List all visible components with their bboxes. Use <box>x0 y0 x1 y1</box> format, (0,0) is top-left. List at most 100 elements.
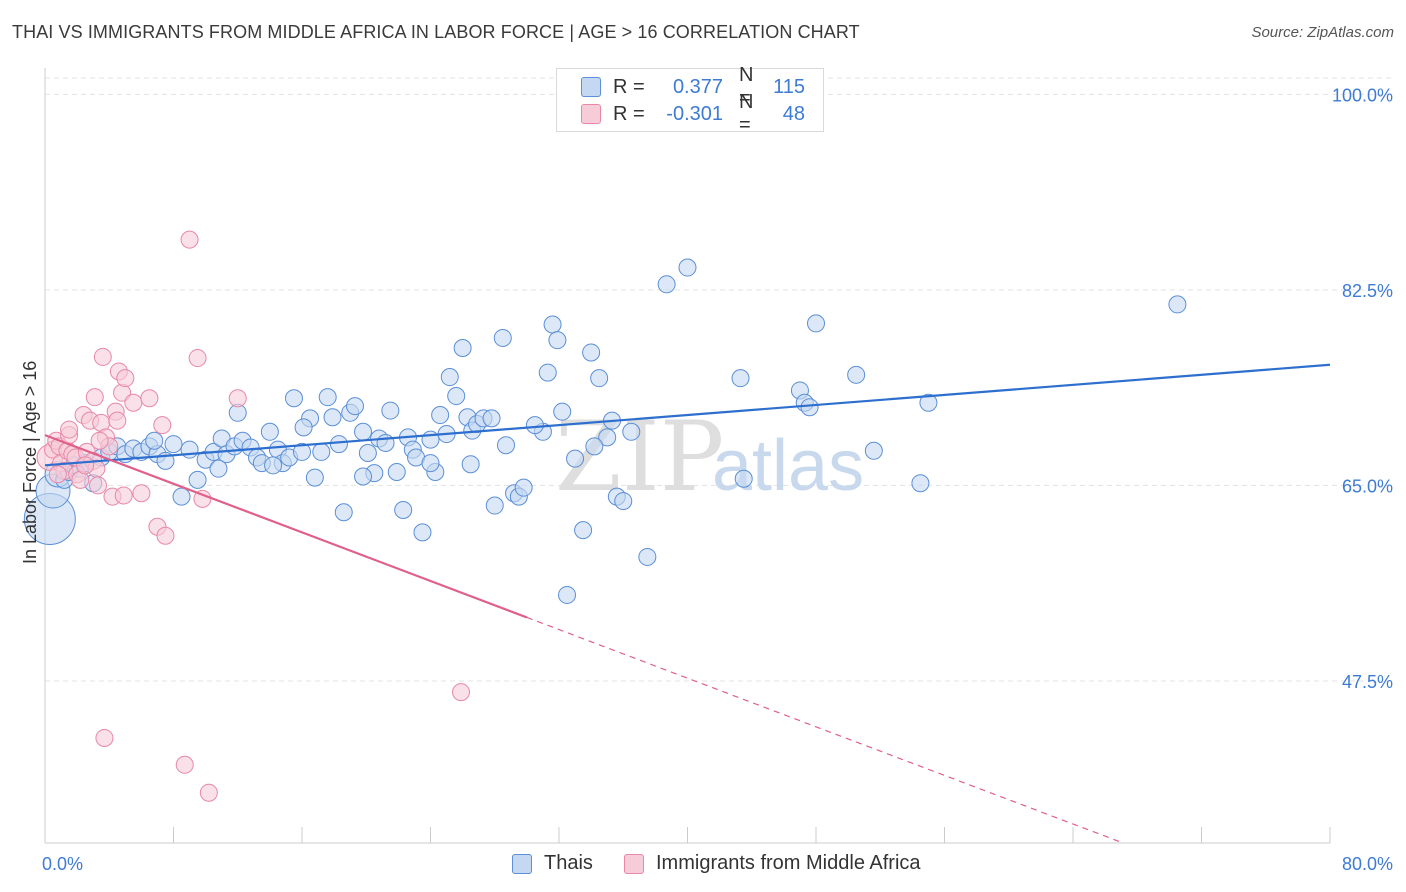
thai-point <box>614 492 633 511</box>
legend-swatch-thais <box>581 77 601 97</box>
middle-africa-point <box>175 755 194 774</box>
legend-n-label: N = <box>739 91 754 136</box>
thai-point <box>590 369 609 388</box>
series-middle-africa <box>36 230 471 802</box>
bottom-legend-label-thais: Thais <box>544 852 593 874</box>
thai-point <box>294 418 313 437</box>
thai-point <box>731 369 750 388</box>
thai-point <box>431 406 450 425</box>
thai-point <box>538 363 557 382</box>
y-tick-labels: 47.5% 65.0% 82.5% 100.0% <box>1332 85 1393 692</box>
thai-point <box>293 442 311 461</box>
middle-africa-point <box>48 465 67 484</box>
legend-n-value: 115 <box>773 75 805 98</box>
middle-africa-point <box>76 456 95 475</box>
thai-point <box>188 470 207 489</box>
thai-point <box>376 433 395 452</box>
middle-africa-point <box>180 230 199 249</box>
legend-n-value: 48 <box>782 102 805 125</box>
x-tick-label-min: 0.0% <box>42 854 83 874</box>
legend: R = 0.377 N = 115 R = -0.301 N = 48 <box>556 64 824 136</box>
middle-africa-point <box>199 783 218 802</box>
thai-point <box>553 402 572 421</box>
thai-point <box>678 258 697 277</box>
middle-africa-point <box>93 347 112 366</box>
thai-point <box>421 454 440 473</box>
thai-point <box>334 503 353 522</box>
thai-point <box>447 387 466 406</box>
thai-point <box>354 422 373 441</box>
y-axis-label: In Labor Force | Age > 16 <box>20 361 40 564</box>
middle-africa-point <box>228 389 247 408</box>
thai-point <box>358 444 377 463</box>
watermark-atlas: atlas <box>712 426 864 506</box>
trend-line-solid <box>44 434 528 619</box>
grid-lines <box>45 77 1395 682</box>
thai-point <box>440 368 459 387</box>
thai-point <box>145 431 164 450</box>
y-tick-label: 47.5% <box>1342 672 1393 692</box>
middle-africa-point <box>153 416 172 435</box>
middle-africa-point <box>108 411 127 430</box>
x-tick-label-max: 80.0% <box>1342 854 1393 874</box>
thai-point <box>657 275 676 294</box>
legend-r-label: R = <box>613 102 645 125</box>
middle-africa-point <box>132 484 151 503</box>
thai-point <box>461 455 480 474</box>
thai-point <box>919 393 938 412</box>
bottom-legend-swatch-middle-africa <box>624 853 644 874</box>
thai-point <box>329 435 348 454</box>
thai-point <box>394 501 413 520</box>
thai-point <box>381 401 400 420</box>
middle-africa-point <box>60 420 79 439</box>
thai-point <box>558 585 577 604</box>
thai-point <box>807 314 825 333</box>
middle-africa-point <box>85 388 104 407</box>
middle-africa-point <box>452 683 471 702</box>
bottom-legend-swatch-thais <box>512 853 532 874</box>
thai-point <box>305 468 324 487</box>
source-label: Source: ZipAtlas.com <box>1251 24 1394 41</box>
middle-africa-point <box>124 393 143 412</box>
bottom-legend-label-middle-africa: Immigrants from Middle Africa <box>656 852 921 874</box>
thai-point <box>585 437 604 456</box>
middle-africa-point <box>188 349 207 368</box>
thai-point <box>260 422 279 441</box>
middle-africa-point <box>90 431 109 450</box>
legend-row-middle-africa: R = -0.301 N = 48 <box>581 91 805 136</box>
middle-africa-point <box>89 476 108 495</box>
bottom-legend-thais[interactable]: Thais <box>512 852 593 875</box>
thai-point <box>582 343 601 362</box>
thai-point <box>312 442 331 461</box>
legend-r-value: -0.301 <box>666 102 723 125</box>
thai-point <box>387 463 406 482</box>
thai-point <box>525 416 544 435</box>
thai-point <box>734 469 753 488</box>
thai-point <box>172 487 191 506</box>
thai-point <box>284 389 303 408</box>
thai-point <box>543 315 562 334</box>
thai-point <box>566 449 585 468</box>
thai-point <box>911 474 930 493</box>
thai-point <box>323 408 342 427</box>
thai-point <box>180 440 199 459</box>
thai-point <box>1168 295 1187 314</box>
bottom-legend: Thais Immigrants from Middle Africa <box>0 852 1406 878</box>
thai-point <box>622 422 641 441</box>
trend-line-dashed <box>526 616 1124 844</box>
thai-point <box>514 478 533 497</box>
y-tick-label: 100.0% <box>1332 85 1393 105</box>
middle-africa-point <box>116 369 135 388</box>
thai-point <box>598 428 617 447</box>
thai-point <box>485 496 504 515</box>
bottom-legend-middle-africa[interactable]: Immigrants from Middle Africa <box>624 852 921 875</box>
legend-r-label: R = <box>613 75 645 98</box>
legend-swatch-middle-africa <box>581 104 601 124</box>
thai-point <box>493 328 512 347</box>
thai-point <box>800 398 819 417</box>
middle-africa-point <box>156 526 175 545</box>
thai-point <box>264 456 283 475</box>
thai-point <box>496 436 515 455</box>
thai-point <box>574 521 593 540</box>
